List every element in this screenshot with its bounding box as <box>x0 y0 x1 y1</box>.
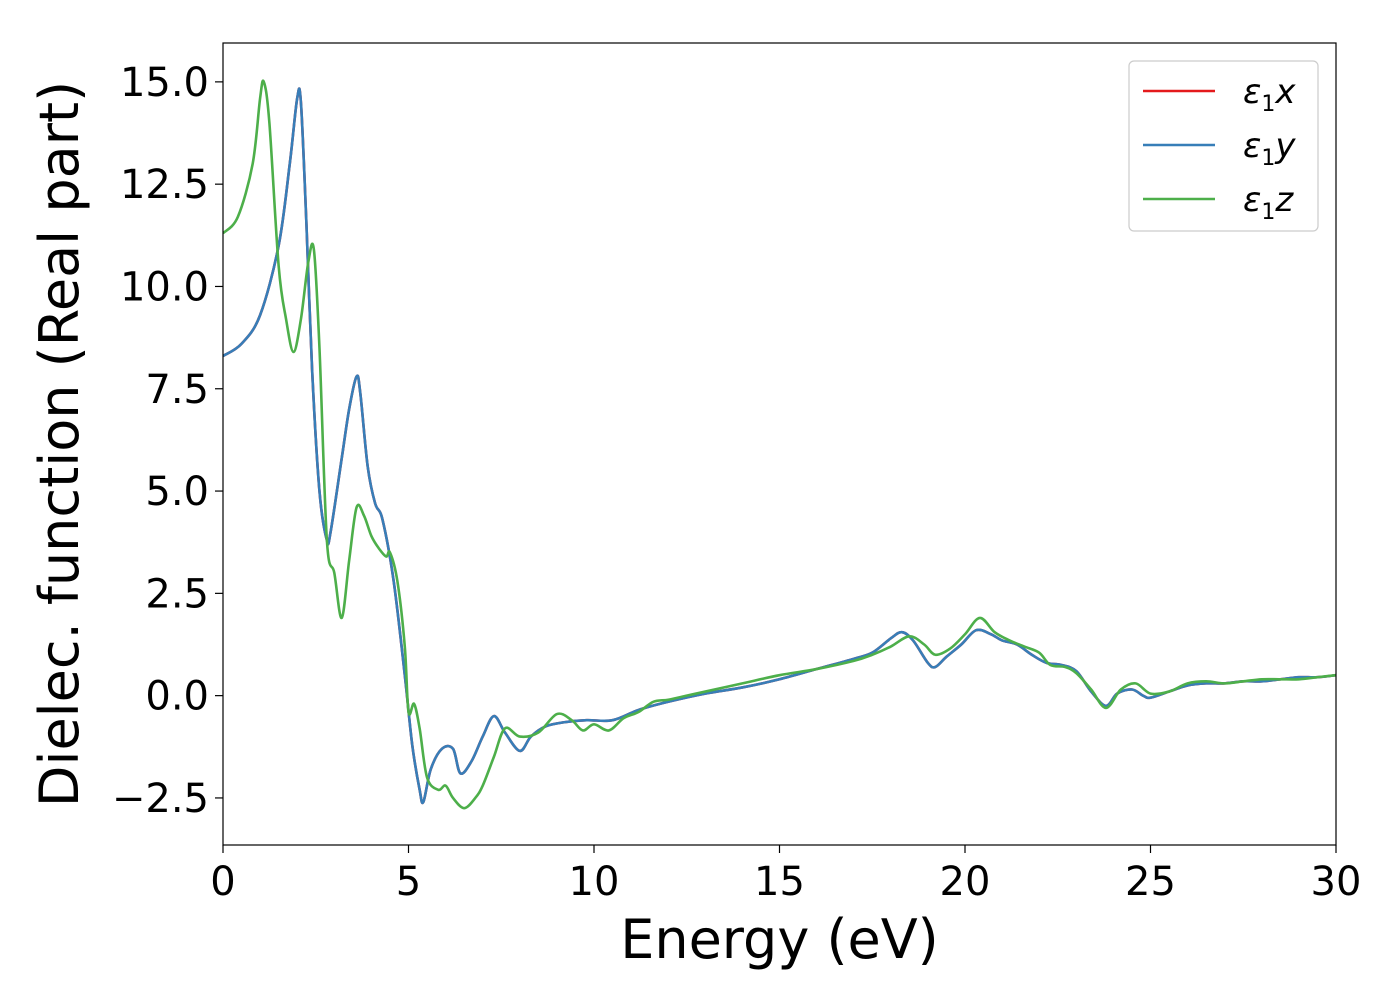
legend-label-z: ε1z <box>1243 180 1294 225</box>
y-tick-label: −2.5 <box>112 776 209 822</box>
legend: ε1x ε1y ε1z <box>1128 60 1319 232</box>
y-tick-label: 2.5 <box>145 571 209 617</box>
legend-label-x: ε1x <box>1243 72 1296 117</box>
y-tick-label: 5.0 <box>145 469 209 515</box>
x-axis-title: Energy (eV) <box>620 908 939 971</box>
y-axis: −2.5 0.0 2.5 5.0 7.5 10.0 12.5 15.0 <box>112 60 223 822</box>
x-tick-label: 10 <box>569 859 620 905</box>
y-tick-label: 15.0 <box>120 60 209 106</box>
x-axis: 0 5 10 15 20 25 30 <box>210 845 1361 905</box>
y-axis-title: Dielec. function (Real part) <box>28 81 91 807</box>
x-tick-label: 5 <box>396 859 421 905</box>
y-tick-label: 0.0 <box>145 674 209 720</box>
legend-box <box>1128 60 1319 232</box>
y-tick-label: 10.0 <box>120 264 209 310</box>
x-tick-label: 0 <box>210 859 235 905</box>
x-tick-label: 15 <box>754 859 805 905</box>
legend-label-y: ε1y <box>1243 126 1296 171</box>
series-line-z <box>223 79 1336 810</box>
y-tick-label: 7.5 <box>145 367 209 413</box>
y-tick-label: 12.5 <box>120 162 209 208</box>
x-tick-label: 20 <box>940 859 991 905</box>
x-tick-label: 30 <box>1311 859 1362 905</box>
x-tick-label: 25 <box>1125 859 1176 905</box>
series-layer <box>223 79 1336 810</box>
